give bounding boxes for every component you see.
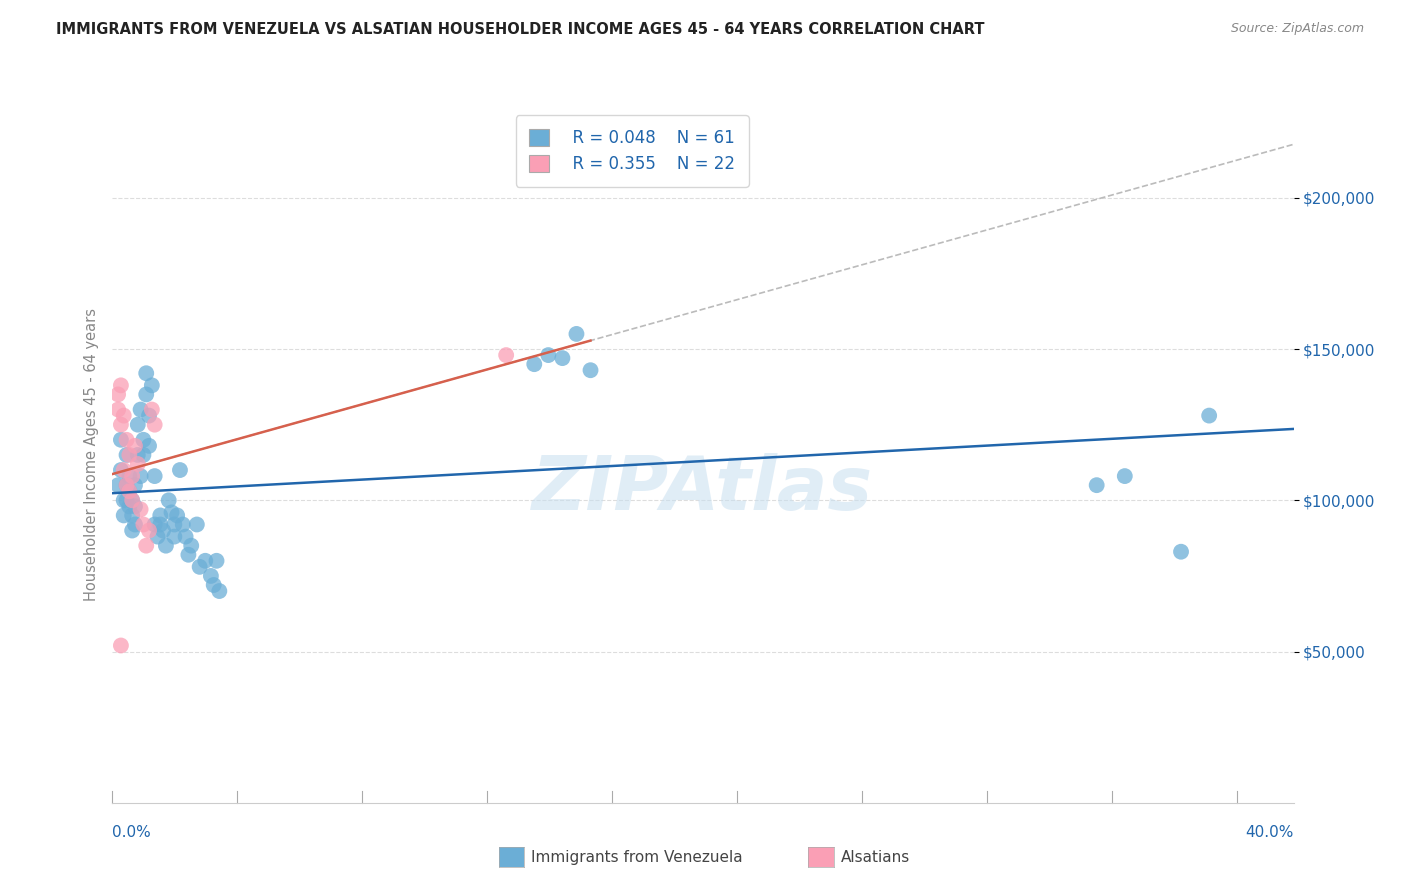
Point [110,378,132,392]
Point [194,554,217,568]
Point [129,402,152,417]
Point [141,378,163,392]
Point [149,508,172,523]
Point [1170,545,1192,559]
Point [132,517,155,532]
Point [121,469,143,483]
Point [107,387,129,401]
Point [143,517,166,532]
Point [118,500,141,514]
Point [112,409,135,423]
Point [115,478,138,492]
Point [115,448,138,462]
Point [127,448,149,462]
Point [115,433,138,447]
Point [112,463,135,477]
Point [132,448,155,462]
Point [107,478,129,492]
Text: 40.0%: 40.0% [1246,825,1294,840]
Point [180,539,202,553]
Text: ZIPAtlas: ZIPAtlas [533,453,873,526]
Point [118,469,141,483]
Text: Source: ZipAtlas.com: Source: ZipAtlas.com [1230,22,1364,36]
Point [135,539,157,553]
Point [118,484,141,499]
Legend:   R = 0.048    N = 61,   R = 0.355    N = 22: R = 0.048 N = 61, R = 0.355 N = 22 [516,115,748,186]
Point [135,366,157,380]
Point [138,524,160,538]
Point [135,387,157,401]
Point [1198,409,1220,423]
Point [127,417,149,432]
Point [132,433,155,447]
Point [121,508,143,523]
Text: 0.0%: 0.0% [112,825,152,840]
Point [163,530,186,544]
Text: Immigrants from Venezuela: Immigrants from Venezuela [531,850,744,864]
Point [141,402,163,417]
Point [138,439,160,453]
Point [1085,478,1108,492]
Point [143,469,166,483]
Point [186,517,208,532]
Point [143,417,166,432]
Point [121,493,143,508]
Point [110,463,132,477]
Point [127,457,149,471]
Point [110,417,132,432]
Point [200,569,222,583]
Point [202,578,225,592]
Point [121,493,143,508]
Point [523,357,546,371]
Point [208,584,231,599]
Point [138,409,160,423]
Point [124,478,146,492]
Point [166,508,188,523]
Point [129,469,152,483]
Point [118,484,141,499]
Point [129,502,152,516]
Point [124,439,146,453]
Point [188,559,211,574]
Point [537,348,560,362]
Point [157,493,180,508]
Point [155,539,177,553]
Point [551,351,574,365]
Point [149,517,172,532]
Point [163,517,186,532]
Point [579,363,602,377]
Point [121,524,143,538]
Point [1114,469,1136,483]
Point [118,448,141,462]
Point [160,505,183,519]
Point [169,463,191,477]
Point [495,348,517,362]
Point [112,493,135,508]
Text: Alsatians: Alsatians [841,850,910,864]
Text: IMMIGRANTS FROM VENEZUELA VS ALSATIAN HOUSEHOLDER INCOME AGES 45 - 64 YEARS CORR: IMMIGRANTS FROM VENEZUELA VS ALSATIAN HO… [56,22,984,37]
Point [110,639,132,653]
Point [152,524,174,538]
Point [115,493,138,508]
Point [205,554,228,568]
Point [115,478,138,492]
Y-axis label: Householder Income Ages 45 - 64 years: Householder Income Ages 45 - 64 years [83,309,98,601]
Point [177,548,200,562]
Point [112,508,135,523]
Point [107,402,129,417]
Point [124,517,146,532]
Point [565,326,588,341]
Point [110,433,132,447]
Point [124,500,146,514]
Point [174,530,197,544]
Point [146,530,169,544]
Point [172,517,194,532]
